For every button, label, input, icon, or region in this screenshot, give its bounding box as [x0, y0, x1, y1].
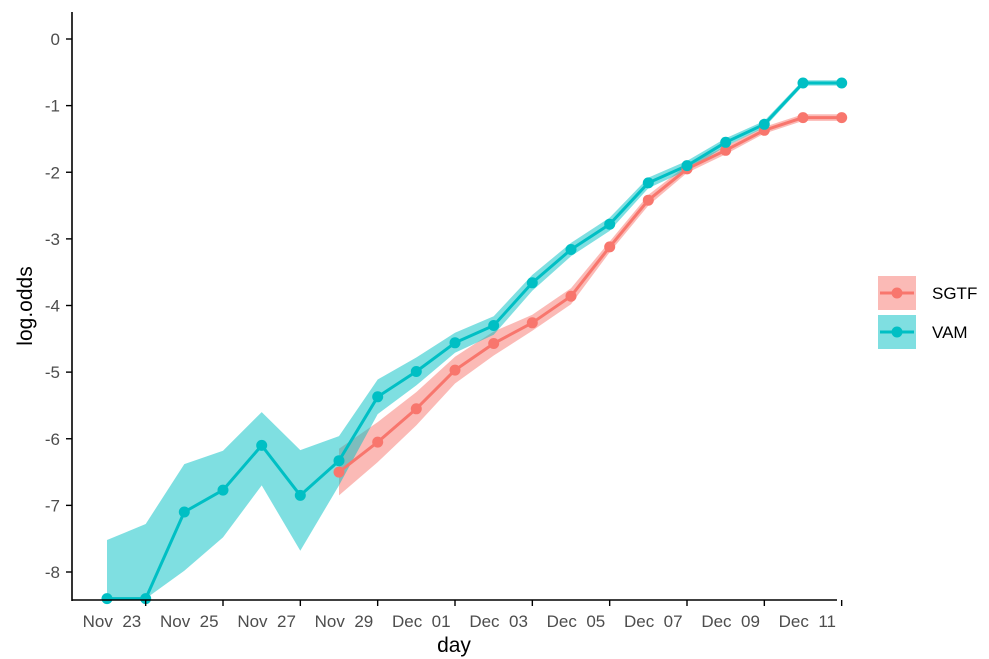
sgtf-confidence-band [339, 114, 842, 496]
sgtf-line [338, 116, 842, 474]
sgtf-point [836, 112, 848, 124]
y-tick-label: -8 [45, 563, 60, 582]
vam-point [526, 277, 538, 289]
vam-point [449, 337, 461, 349]
x-ticks: Nov 23 Nov 25 Nov 27 Nov 29 Dec 01 Dec 03 Dec … [83, 600, 843, 631]
vam-confidence-band [107, 80, 842, 599]
vam-point [140, 593, 152, 605]
x-tick-label: Nov 23 [83, 612, 142, 631]
x-tick-label: Dec 11 [779, 612, 836, 631]
vam-point [565, 244, 577, 255]
vam-point [294, 489, 306, 501]
x-tick-label: Dec 03 [469, 612, 528, 631]
vam-point [333, 455, 345, 467]
y-ticks: 0 -1 -2 -3 -4 -5 -6 -7 -8 [45, 30, 72, 582]
legend-label-vam: VAM [932, 323, 968, 342]
x-tick-label: Dec 05 [547, 612, 606, 631]
x-tick-label: Dec 07 [624, 612, 683, 631]
x-tick-label: Dec 01 [392, 612, 451, 631]
legend-label-sgtf: SGTF [932, 284, 977, 303]
vam-point [256, 439, 268, 451]
y-axis-title: log.odds [14, 266, 37, 345]
y-tick-label: -7 [45, 496, 60, 515]
vam-point [642, 177, 654, 189]
sgtf-point [449, 364, 461, 376]
confidence-bands [107, 80, 842, 599]
x-tick-label: Nov 25 [160, 612, 219, 631]
vam-point [720, 136, 732, 148]
legend-point-sgtf [891, 287, 903, 299]
sgtf-point [604, 241, 616, 253]
y-tick-label: -1 [45, 97, 60, 116]
sgtf-point [372, 436, 384, 448]
y-tick-label: -5 [45, 363, 60, 382]
legend: SGTF VAM [878, 276, 977, 349]
series-points [101, 77, 848, 605]
vam-point [836, 77, 848, 89]
vam-point [178, 506, 190, 518]
series-lines [107, 81, 842, 601]
y-tick-label: -2 [45, 163, 60, 182]
y-tick-label: -3 [45, 230, 60, 249]
x-axis-title: day [437, 634, 471, 657]
sgtf-point [333, 466, 345, 478]
vam-point [372, 391, 384, 403]
sgtf-point [526, 317, 538, 329]
sgtf-point [410, 403, 422, 415]
sgtf-point [488, 338, 500, 349]
sgtf-point [797, 112, 809, 124]
x-tick-label: Nov 29 [315, 612, 374, 631]
legend-point-vam [891, 326, 903, 338]
x-tick-label: Nov 27 [237, 612, 296, 631]
sgtf-point [565, 290, 577, 302]
sgtf-point [642, 194, 654, 206]
vam-point [604, 218, 616, 230]
vam-point [410, 366, 422, 377]
vam-point [797, 77, 809, 89]
vam-point [101, 593, 113, 605]
y-tick-label: 0 [51, 30, 60, 49]
vam-point [681, 160, 693, 172]
vam-point [217, 484, 229, 496]
vam-point [488, 320, 500, 331]
y-tick-label: -4 [45, 297, 60, 316]
y-tick-label: -6 [45, 430, 60, 449]
sgtf-point [720, 144, 732, 156]
vam-point [758, 118, 770, 130]
x-tick-label: Dec 09 [701, 612, 760, 631]
vam-line [107, 81, 842, 601]
